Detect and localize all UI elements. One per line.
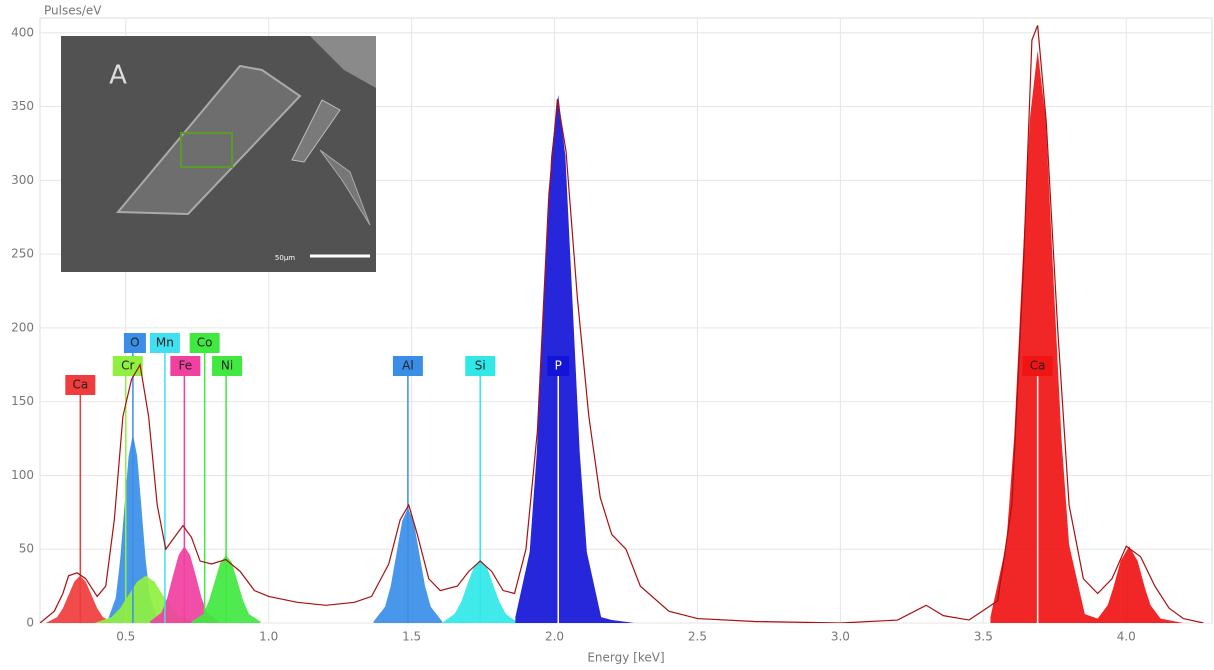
y-tick-label: 400 bbox=[11, 25, 34, 39]
element-tag bbox=[547, 356, 570, 376]
element-label: Fe bbox=[179, 359, 193, 373]
x-tick-label: 0.5 bbox=[116, 630, 135, 644]
y-axis-label: Pulses/eV bbox=[44, 4, 102, 18]
x-tick-label: 2.0 bbox=[545, 630, 564, 644]
element-label: Ca bbox=[1030, 359, 1046, 373]
sem-inset: A 50µm bbox=[61, 36, 376, 272]
element-tag bbox=[189, 333, 220, 353]
x-tick-label: 1.5 bbox=[402, 630, 421, 644]
y-tick-label: 150 bbox=[11, 394, 34, 408]
inset-label: A bbox=[109, 61, 127, 91]
scale-bar-label: 50µm bbox=[275, 254, 295, 262]
element-tag bbox=[1022, 356, 1053, 376]
element-tag bbox=[149, 333, 180, 353]
element-label: Co bbox=[197, 336, 213, 350]
x-tick-label: 2.5 bbox=[688, 630, 707, 644]
element-tag bbox=[465, 356, 496, 376]
y-tick-label: 300 bbox=[11, 173, 34, 187]
element-tag bbox=[212, 356, 243, 376]
element-tag bbox=[65, 375, 96, 395]
y-tick-label: 0 bbox=[26, 616, 34, 630]
element-tag bbox=[123, 333, 146, 353]
element-label: Mn bbox=[156, 336, 174, 350]
y-tick-label: 50 bbox=[19, 542, 34, 556]
y-tick-label: 350 bbox=[11, 99, 34, 113]
element-label: Al bbox=[402, 359, 414, 373]
x-axis-label: Energy [keV] bbox=[587, 651, 664, 665]
element-label: O bbox=[130, 336, 139, 350]
x-tick-label: 1.0 bbox=[259, 630, 278, 644]
element-label: Cr bbox=[121, 359, 134, 373]
y-tick-label: 100 bbox=[11, 468, 34, 482]
spectrum-line bbox=[40, 25, 1204, 623]
element-label: Ni bbox=[221, 359, 233, 373]
x-tick-label: 3.5 bbox=[974, 630, 993, 644]
y-tick-label: 250 bbox=[11, 247, 34, 261]
peak-area bbox=[515, 94, 635, 623]
element-label: Ca bbox=[72, 378, 88, 392]
element-tag bbox=[170, 356, 201, 376]
element-tag bbox=[392, 356, 423, 376]
element-label: Si bbox=[475, 359, 486, 373]
x-tick-label: 4.0 bbox=[1117, 630, 1136, 644]
y-tick-label: 200 bbox=[11, 320, 34, 334]
element-label: P bbox=[555, 359, 562, 373]
x-tick-label: 3.0 bbox=[831, 630, 850, 644]
peak-area bbox=[990, 50, 1184, 623]
element-tag bbox=[112, 356, 143, 376]
